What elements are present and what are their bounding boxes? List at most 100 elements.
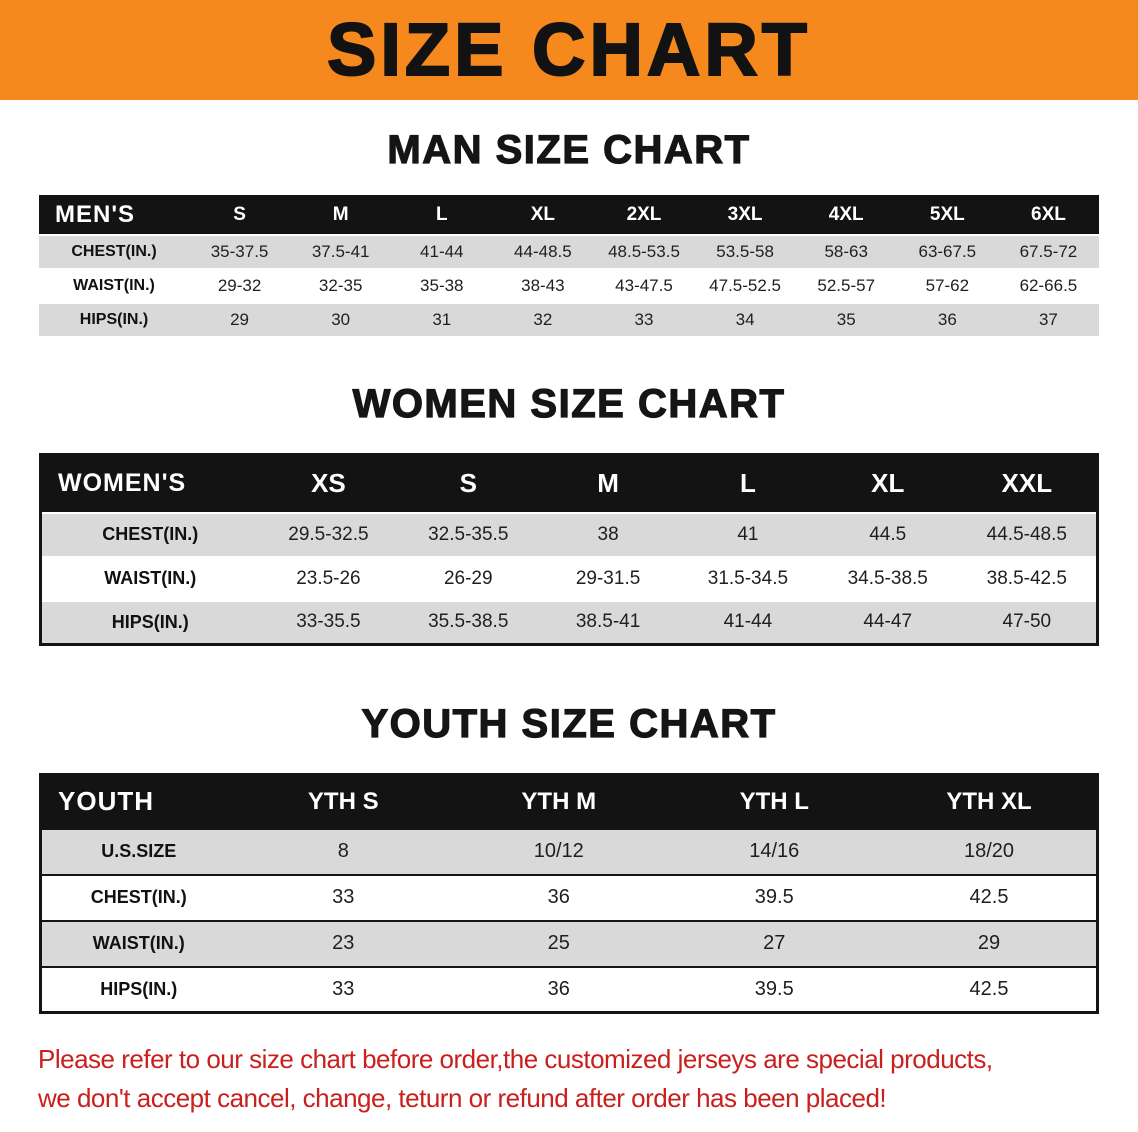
cell: 30 (331, 310, 351, 329)
disclaimer-line-2: we don't accept cancel, change, teturn o… (38, 1083, 887, 1113)
size-column-header: XL (530, 203, 556, 225)
cell: 34 (735, 310, 755, 329)
cell: 39.5 (754, 977, 794, 1000)
size-column-header: XS (311, 468, 346, 499)
row-label: CHEST(IN.) (71, 243, 157, 260)
cell: 35-37.5 (210, 242, 269, 261)
men-size-table: MEN'S S M L XL 2XL 3XL 4XL 5XL 6XL CHEST… (39, 195, 1099, 338)
cell: 44-47 (863, 611, 913, 633)
youth-table-title: YOUTH (58, 786, 154, 817)
row-label: HIPS(IN.) (100, 978, 178, 999)
cell: 8 (337, 840, 349, 862)
row-label: WAIST(IN.) (73, 277, 155, 294)
size-column-header: XXL (1001, 468, 1053, 499)
size-column-header: XL (871, 468, 905, 499)
cell: 41-44 (723, 611, 773, 633)
row-label: HIPS(IN.) (111, 611, 189, 632)
size-column-header: S (459, 468, 477, 499)
size-column-header: 3XL (727, 203, 763, 225)
cell: 29-31.5 (575, 567, 641, 589)
disclaimer-line-1: Please refer to our size chart before or… (38, 1044, 993, 1074)
cell: 43-47.5 (615, 276, 673, 295)
cell: 48.5-53.5 (608, 242, 680, 261)
cell: 62-66.5 (1019, 276, 1078, 295)
cell: 34.5-38.5 (847, 567, 928, 589)
women-header-row: WOMEN'S XS S M L XL XXL (40, 454, 1098, 513)
cell: 31 (432, 310, 452, 329)
cell: 52.5-57 (817, 276, 876, 295)
cell: 27 (763, 932, 786, 954)
youth-waist-row: WAIST(IN.) 23 25 27 29 (40, 920, 1098, 967)
men-waist-row: WAIST(IN.) 29-32 32-35 35-38 38-43 43-47… (39, 269, 1099, 303)
youth-size-chart-heading: YOUTH SIZE CHART (361, 701, 777, 746)
size-column-header: 6XL (1031, 203, 1066, 225)
size-column-header: 5XL (929, 203, 965, 225)
row-label: U.S.SIZE (101, 841, 177, 861)
size-column-header: 4XL (828, 203, 864, 225)
size-column-header: YTH S (307, 787, 379, 815)
cell: 42.5 (969, 886, 1009, 908)
cell: 39.5 (754, 886, 794, 908)
youth-header-row: YOUTH YTH S YTH M YTH L YTH XL (40, 774, 1098, 829)
size-column-header: L (435, 203, 448, 225)
cell: 47.5-52.5 (709, 276, 782, 295)
women-waist-row: WAIST(IN.) 23.5-26 26-29 29-31.5 31.5-34… (40, 557, 1098, 601)
row-label: HIPS(IN.) (79, 311, 149, 328)
men-chest-row: CHEST(IN.) 35-37.5 37.5-41 41-44 44-48.5… (39, 235, 1099, 269)
cell: 29 (230, 310, 250, 329)
cell: 57-62 (925, 276, 970, 295)
men-size-chart-heading: MAN SIZE CHART (387, 127, 751, 172)
cell: 38-43 (521, 276, 565, 295)
cell: 67.5-72 (1019, 242, 1078, 261)
cell: 33-35.5 (296, 611, 361, 633)
cell: 36 (937, 310, 957, 329)
women-hips-row: HIPS(IN.) 33-35.5 35.5-38.5 38.5-41 41-4… (40, 600, 1098, 645)
cell: 23.5-26 (296, 567, 361, 589)
cell: 36 (547, 977, 570, 1000)
cell: 32 (533, 310, 553, 329)
cell: 47-50 (1002, 611, 1052, 633)
cell: 37 (1038, 310, 1058, 329)
size-column-header: L (739, 468, 756, 499)
cell: 37.5-41 (311, 242, 370, 261)
cell: 10/12 (533, 840, 584, 862)
cell: 35 (836, 310, 856, 329)
youth-hips-row: HIPS(IN.) 33 36 39.5 42.5 (40, 966, 1098, 1013)
cell: 42.5 (969, 977, 1009, 1000)
cell: 41 (737, 523, 759, 545)
women-size-chart-heading: WOMEN SIZE CHART (352, 381, 786, 426)
cell: 38 (597, 523, 619, 545)
cell: 26-29 (443, 567, 493, 589)
cell: 53.5-58 (716, 242, 774, 261)
cell: 29-32 (217, 276, 262, 295)
cell: 32-35 (318, 276, 363, 295)
cell: 14/16 (749, 840, 800, 862)
disclaimer: Please refer to our size chart before or… (38, 1040, 1138, 1118)
cell: 58-63 (824, 242, 868, 261)
cell: 41-44 (420, 242, 464, 261)
cell: 33 (332, 977, 355, 1000)
cell: 32.5-35.5 (428, 523, 509, 545)
row-label: CHEST(IN.) (102, 524, 199, 544)
youth-ussize-row: U.S.SIZE 8 10/12 14/16 18/20 (40, 828, 1098, 875)
men-hips-row: HIPS(IN.) 29 30 31 32 33 34 35 36 37 (39, 303, 1099, 337)
cell: 31.5-34.5 (707, 567, 789, 589)
cell: 35-38 (420, 276, 464, 295)
cell: 44.5 (869, 523, 907, 545)
banner: SIZE CHART (0, 0, 1138, 100)
men-table-title: MEN'S (55, 200, 136, 228)
cell: 25 (547, 932, 570, 954)
size-column-header: YTH XL (946, 787, 1032, 815)
size-column-header: YTH M (521, 787, 597, 815)
cell: 36 (547, 886, 570, 908)
size-column-header: M (332, 203, 349, 225)
youth-chest-row: CHEST(IN.) 33 36 39.5 42.5 (40, 874, 1098, 921)
women-chest-row: CHEST(IN.) 29.5-32.5 32.5-35.5 38 41 44.… (40, 512, 1098, 557)
size-column-header: YTH L (739, 787, 809, 815)
cell: 23 (332, 932, 355, 954)
cell: 44.5-48.5 (986, 523, 1067, 545)
size-column-header: 2XL (626, 203, 662, 225)
women-size-table: WOMEN'S XS S M L XL XXL CHEST(IN.) 29.5-… (39, 453, 1099, 646)
size-column-header: M (597, 468, 619, 499)
cell: 38.5-41 (575, 611, 641, 633)
